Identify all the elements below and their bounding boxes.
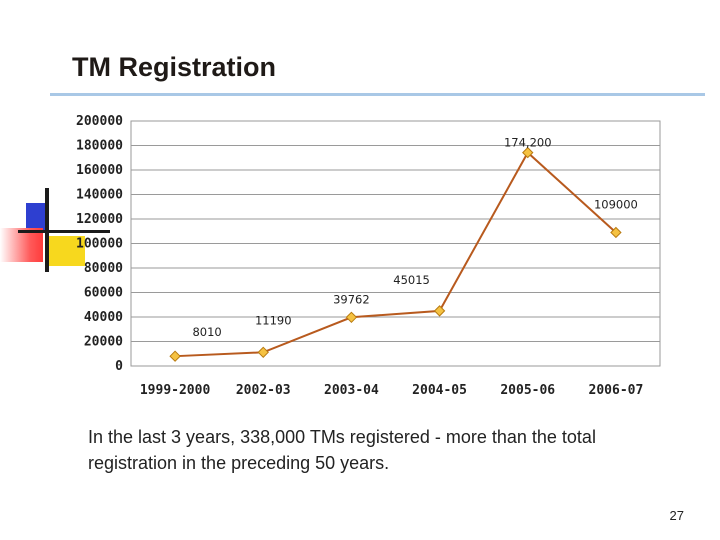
decoration-red-gradient: [0, 228, 43, 262]
page-number: 27: [669, 508, 684, 523]
data-label: 45015: [393, 273, 430, 287]
series-line: [175, 151, 617, 358]
line-chart: 0 20000 40000 60000 80000 100000 120000 140000 1…: [76, 114, 661, 398]
x-tick-label: 2004-05: [412, 383, 467, 398]
slide-caption: In the last 3 years, 338,000 TMs registe…: [88, 427, 596, 473]
y-tick-label: 140000: [76, 188, 123, 203]
y-tick-label: 100000: [76, 237, 123, 252]
decoration-horizontal-line: [18, 230, 110, 233]
y-tick-label: 40000: [84, 310, 123, 325]
data-point: [257, 346, 269, 358]
data-point: [610, 226, 622, 239]
decoration-blue-square: [26, 203, 48, 233]
y-tick-label: 160000: [76, 163, 123, 178]
x-tick-label: 2003-04: [324, 383, 379, 398]
y-tick-label: 20000: [84, 335, 123, 350]
data-point: [433, 305, 446, 317]
y-tick-label: 180000: [76, 139, 123, 154]
y-tick-label: 80000: [84, 261, 123, 276]
data-label: 109000: [594, 197, 638, 211]
x-tick-label: 1999-2000: [140, 383, 211, 398]
title-underline: [50, 93, 705, 96]
y-tick-label: 200000: [76, 114, 123, 129]
decoration-yellow-square: [45, 236, 85, 266]
data-label: 11190: [255, 313, 292, 327]
y-tick-label: 120000: [76, 212, 123, 227]
x-tick-label: 2005-06: [500, 383, 555, 398]
x-tick-label: 2002-03: [236, 383, 291, 398]
slide-title: TM Registration: [72, 52, 277, 82]
data-label: 8010: [192, 325, 221, 339]
data-label: 39762: [333, 292, 370, 306]
data-point: [169, 350, 181, 362]
x-tick-label: 2006-07: [589, 383, 644, 398]
data-label: 174,200: [504, 136, 552, 150]
data-point: [522, 146, 534, 159]
y-tick-label: 0: [115, 359, 123, 374]
data-point: [345, 311, 358, 323]
y-tick-label: 60000: [84, 286, 123, 301]
